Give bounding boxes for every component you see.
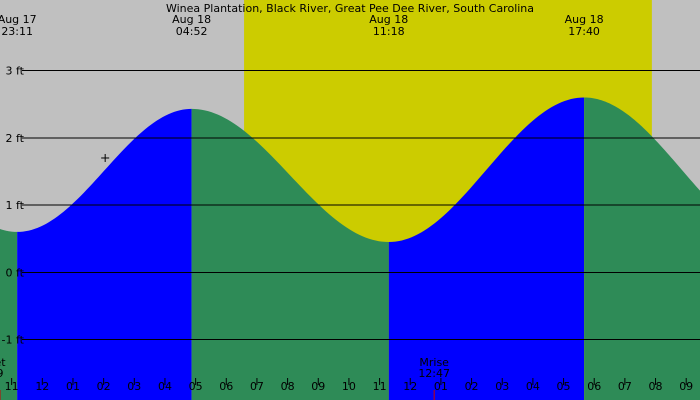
x-tick-label: 03 (127, 380, 141, 393)
x-tick-label: 05 (557, 380, 571, 393)
falling-tide-segment (0, 229, 18, 400)
extreme-time: 17:40 (568, 25, 600, 38)
x-tick-label: 03 (495, 380, 509, 393)
x-axis-ticks: 11 12 01 02 03 04 05 06 07 08 09 10 11 12 01 02 03 04 05 06… (5, 378, 693, 393)
falling-tide-segment (584, 97, 700, 400)
height-gridlines (22, 70, 700, 340)
y-tick-label: 2 ft (6, 132, 25, 145)
x-tick-label: 05 (189, 380, 203, 393)
x-tick-label: 06 (219, 380, 233, 393)
x-tick-label: 11 (373, 380, 387, 393)
x-tick-label: 07 (618, 380, 632, 393)
extreme-date: Aug 17 (0, 13, 37, 26)
y-tick-label: 3 ft (6, 65, 25, 78)
falling-tide-segment (191, 108, 389, 400)
x-tick-label: 01 (66, 380, 80, 393)
reference-marker (101, 153, 110, 162)
x-tick-label: 09 (679, 380, 693, 393)
x-tick-label: 10 (342, 380, 356, 393)
x-tick-label: 04 (158, 380, 172, 393)
x-tick-label: 11 (5, 380, 19, 393)
x-tick-label: 12 (35, 380, 49, 393)
y-axis-labels: 3 ft 2 ft 1 ft 0 ft -1 ft (2, 65, 25, 347)
moon-event-label: et (0, 356, 6, 369)
y-tick-label: -1 ft (2, 333, 25, 346)
x-tick-label: 02 (97, 380, 111, 393)
y-tick-label: 1 ft (6, 199, 25, 212)
x-tick-label: 01 (434, 380, 448, 393)
moon-event-label: Mrise (419, 356, 449, 369)
extreme-date: Aug 18 (369, 13, 408, 26)
x-tick-label: 04 (526, 380, 540, 393)
extreme-time: 23:11 (1, 25, 33, 38)
x-tick-label: 08 (649, 380, 663, 393)
extreme-time: 11:18 (373, 25, 405, 38)
extreme-time: 04:52 (176, 25, 208, 38)
extreme-date: Aug 18 (565, 13, 604, 26)
x-tick-label: 09 (311, 380, 325, 393)
rising-tide-segment (17, 108, 192, 400)
x-tick-label: 08 (281, 380, 295, 393)
y-tick-label: 0 ft (6, 266, 25, 279)
moon-event-time: 9 (0, 367, 4, 380)
moon-event-time: 12:47 (418, 367, 450, 380)
tide-area (0, 97, 700, 400)
x-tick-label: 07 (250, 380, 264, 393)
x-tick-label: 12 (403, 380, 417, 393)
rising-tide-segment (388, 97, 585, 400)
chart-title: Winea Plantation, Black River, Great Pee… (166, 2, 534, 15)
extreme-date: Aug 18 (172, 13, 211, 26)
x-tick-label: 02 (465, 380, 479, 393)
x-tick-label: 06 (587, 380, 601, 393)
